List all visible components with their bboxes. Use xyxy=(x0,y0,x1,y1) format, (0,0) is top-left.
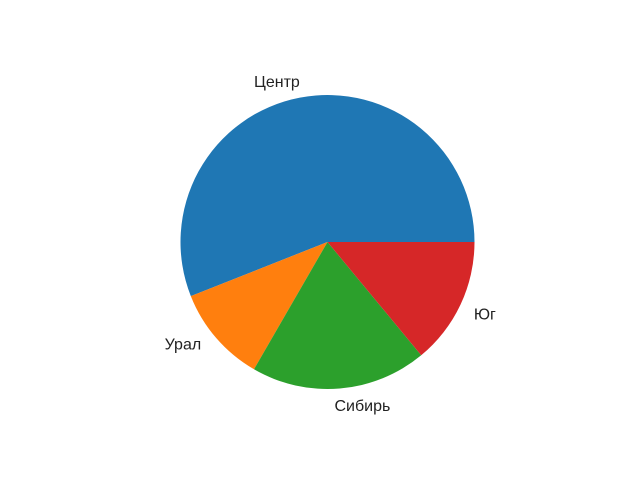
svg-text:Центр: Центр xyxy=(254,74,300,91)
svg-text:Сибирь: Сибирь xyxy=(335,398,391,415)
svg-text:Юг: Юг xyxy=(474,306,496,323)
svg-text:Урал: Урал xyxy=(165,337,202,354)
